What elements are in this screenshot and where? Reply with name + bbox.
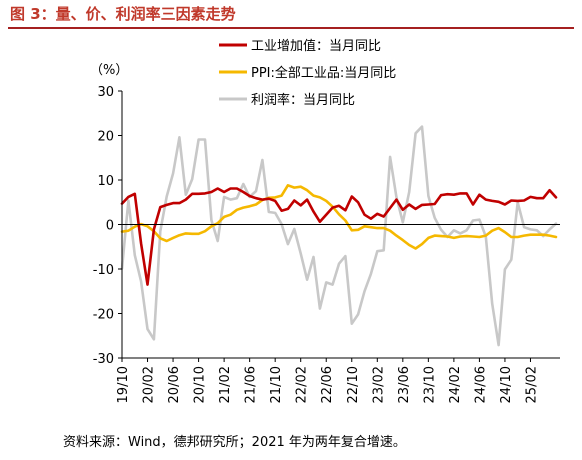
x-tick-label: 21/10 [269, 366, 284, 403]
x-tick-label: 22/02 [295, 366, 310, 403]
x-tick-label: 20/10 [193, 366, 208, 403]
y-tick-label: -30 [93, 352, 114, 367]
x-tick-label: 24/02 [448, 366, 463, 403]
y-axis-unit-label: （%） [90, 63, 128, 78]
x-tick-label: 20/06 [167, 366, 182, 403]
figure-title: 图 3：量、价、利润率三因素走势 [10, 5, 236, 23]
series-line-0 [120, 187, 558, 286]
x-tick-label: 24/06 [473, 366, 488, 403]
x-tick-label: 23/10 [422, 366, 437, 403]
title-rule [8, 27, 574, 29]
legend-label-1: PPI:全部工业品:当月同比 [251, 65, 396, 81]
series-line-1 [120, 184, 558, 250]
y-tick-label: 20 [97, 130, 114, 145]
y-tick-label: 10 [97, 174, 114, 189]
x-tick-label: 23/02 [371, 366, 386, 403]
source-note: 资料来源：Wind，德邦研究所；2021 年为两年复合增速。 [63, 435, 406, 450]
y-tick-label: 30 [97, 85, 114, 100]
y-tick-label: -20 [93, 308, 114, 323]
x-tick-label: 19/10 [116, 366, 131, 403]
series-line-2 [120, 125, 558, 347]
legend-label-2: 利润率：当月同比 [251, 92, 355, 108]
legend-label-0: 工业增加值：当月同比 [251, 38, 381, 54]
x-tick-label: 25/02 [524, 366, 539, 403]
x-tick-label: 23/06 [397, 366, 412, 403]
y-tick-label: -10 [93, 263, 114, 278]
x-tick-label: 22/10 [346, 366, 361, 403]
y-tick-label: 0 [106, 219, 114, 234]
x-tick-label: 21/06 [244, 366, 259, 403]
x-tick-label: 21/02 [218, 366, 233, 403]
x-tick-label: 24/10 [499, 366, 514, 403]
x-tick-label: 20/02 [142, 366, 157, 403]
x-tick-label: 22/06 [320, 366, 335, 403]
